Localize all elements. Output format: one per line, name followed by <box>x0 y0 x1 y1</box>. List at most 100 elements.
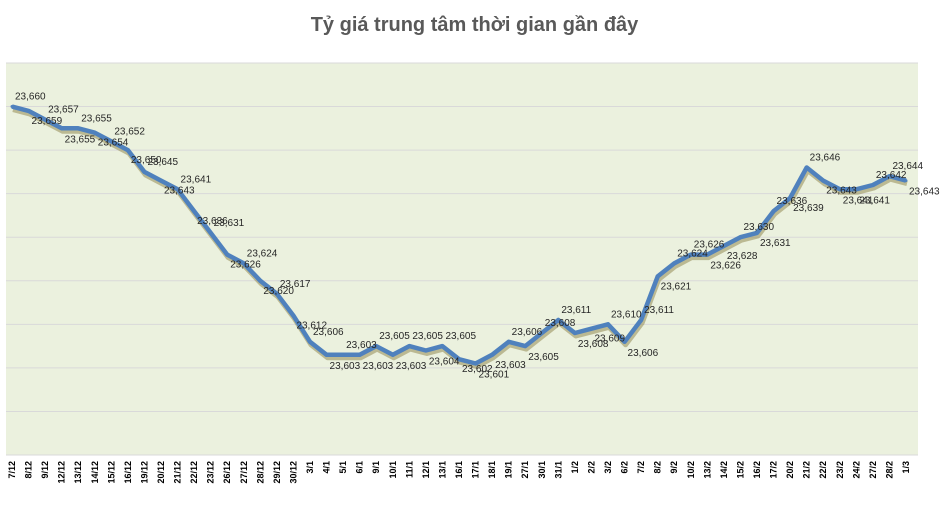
x-tick-label: 9/2 <box>669 461 679 474</box>
x-tick-label: 20/12 <box>156 461 166 484</box>
x-tick-label: 28/12 <box>255 461 265 484</box>
data-label: 23,605 <box>379 331 410 342</box>
data-label: 23,639 <box>793 203 824 214</box>
x-tick-label: 15/12 <box>106 461 116 484</box>
data-label: 23,630 <box>743 222 774 233</box>
plot-area <box>6 63 918 455</box>
x-tick-label: 22/2 <box>818 461 828 479</box>
data-point <box>242 261 246 265</box>
x-tick-label: 5/1 <box>338 461 348 474</box>
data-point <box>407 344 411 348</box>
x-tick-label: 11/1 <box>404 461 414 478</box>
data-point <box>391 353 395 357</box>
x-tick-label: 26/12 <box>222 461 232 484</box>
data-label: 23,636 <box>777 196 808 207</box>
data-point <box>556 318 560 322</box>
x-tick-label: 30/12 <box>288 461 298 484</box>
data-label: 23,646 <box>810 153 841 164</box>
data-label: 23,604 <box>429 356 460 367</box>
data-label: 23,657 <box>48 105 79 116</box>
data-point <box>573 331 577 335</box>
data-point <box>225 253 229 257</box>
data-point <box>440 344 444 348</box>
data-label: 23,608 <box>578 339 609 350</box>
x-tick-label: 27/2 <box>868 461 878 479</box>
data-label: 23,641 <box>859 195 890 206</box>
data-point <box>689 253 693 257</box>
data-point <box>490 353 494 357</box>
x-tick-label: 21/2 <box>802 461 812 479</box>
data-label: 23,621 <box>661 281 692 292</box>
data-point <box>358 353 362 357</box>
x-tick-label: 7/12 <box>7 461 17 479</box>
data-point <box>93 131 97 135</box>
data-label: 23,624 <box>677 248 708 259</box>
data-point <box>159 179 163 183</box>
data-point <box>589 327 593 331</box>
data-point <box>523 344 527 348</box>
data-label: 23,631 <box>214 218 245 229</box>
x-tick-label: 8/12 <box>24 461 34 479</box>
x-tick-label: 10/2 <box>686 461 696 479</box>
x-tick-label: 31/1 <box>553 461 563 479</box>
data-points <box>10 105 908 366</box>
data-label: 23,641 <box>843 195 874 206</box>
x-tick-label: 1/3 <box>901 461 911 474</box>
data-point <box>43 118 47 122</box>
data-point <box>805 166 809 170</box>
x-tick-label: 23/2 <box>835 461 845 479</box>
data-point <box>788 196 792 200</box>
data-point <box>474 362 478 366</box>
data-label: 23,643 <box>909 187 940 198</box>
data-label: 23,626 <box>230 260 261 271</box>
x-tick-label: 13/1 <box>437 461 447 479</box>
data-point <box>821 179 825 183</box>
data-label: 23,626 <box>710 261 741 272</box>
data-label: 23,606 <box>313 327 344 338</box>
chart-title: Tỷ giá trung tâm thời gian gần đây <box>310 14 639 36</box>
x-tick-label: 10/1 <box>388 461 398 479</box>
data-point <box>722 244 726 248</box>
data-label: 23,608 <box>545 318 576 329</box>
data-point <box>308 340 312 344</box>
data-point <box>76 126 80 130</box>
x-tick-label: 6/2 <box>620 461 630 474</box>
data-point <box>209 231 213 235</box>
data-point <box>656 274 660 278</box>
data-label: 23,605 <box>445 331 476 342</box>
data-point <box>639 318 643 322</box>
data-point <box>341 353 345 357</box>
data-point <box>854 187 858 191</box>
data-point <box>291 314 295 318</box>
x-tick-label: 9/12 <box>40 461 50 479</box>
data-label: 23,606 <box>512 327 543 338</box>
data-point <box>540 331 544 335</box>
data-point <box>887 174 891 178</box>
data-label: 23,644 <box>892 161 923 172</box>
data-label: 23,610 <box>611 309 642 320</box>
data-point <box>176 187 180 191</box>
data-label: 23,603 <box>363 361 394 372</box>
x-tick-label: 12/1 <box>421 461 431 479</box>
data-point <box>871 183 875 187</box>
data-point <box>904 179 908 183</box>
x-tick-label: 29/12 <box>272 461 282 484</box>
x-tick-label: 3/1 <box>305 461 315 474</box>
data-point <box>325 353 329 357</box>
data-point <box>457 357 461 361</box>
data-label: 23,642 <box>876 170 907 181</box>
data-label: 23,628 <box>727 251 758 262</box>
x-tick-label: 14/12 <box>90 461 100 484</box>
data-point <box>109 139 113 143</box>
x-tick-label: 16/1 <box>454 461 464 479</box>
x-tick-label: 1/2 <box>570 461 580 474</box>
data-label: 23,643 <box>164 186 195 197</box>
x-tick-label: 27/12 <box>239 461 249 484</box>
data-label: 23,652 <box>114 126 145 137</box>
x-tick-label: 4/1 <box>322 461 332 474</box>
x-tick-label: 13/12 <box>73 461 83 484</box>
data-label: 23,611 <box>561 305 591 316</box>
data-point <box>424 348 428 352</box>
data-label: 23,612 <box>296 321 327 332</box>
x-tick-label: 27/1 <box>520 461 530 479</box>
